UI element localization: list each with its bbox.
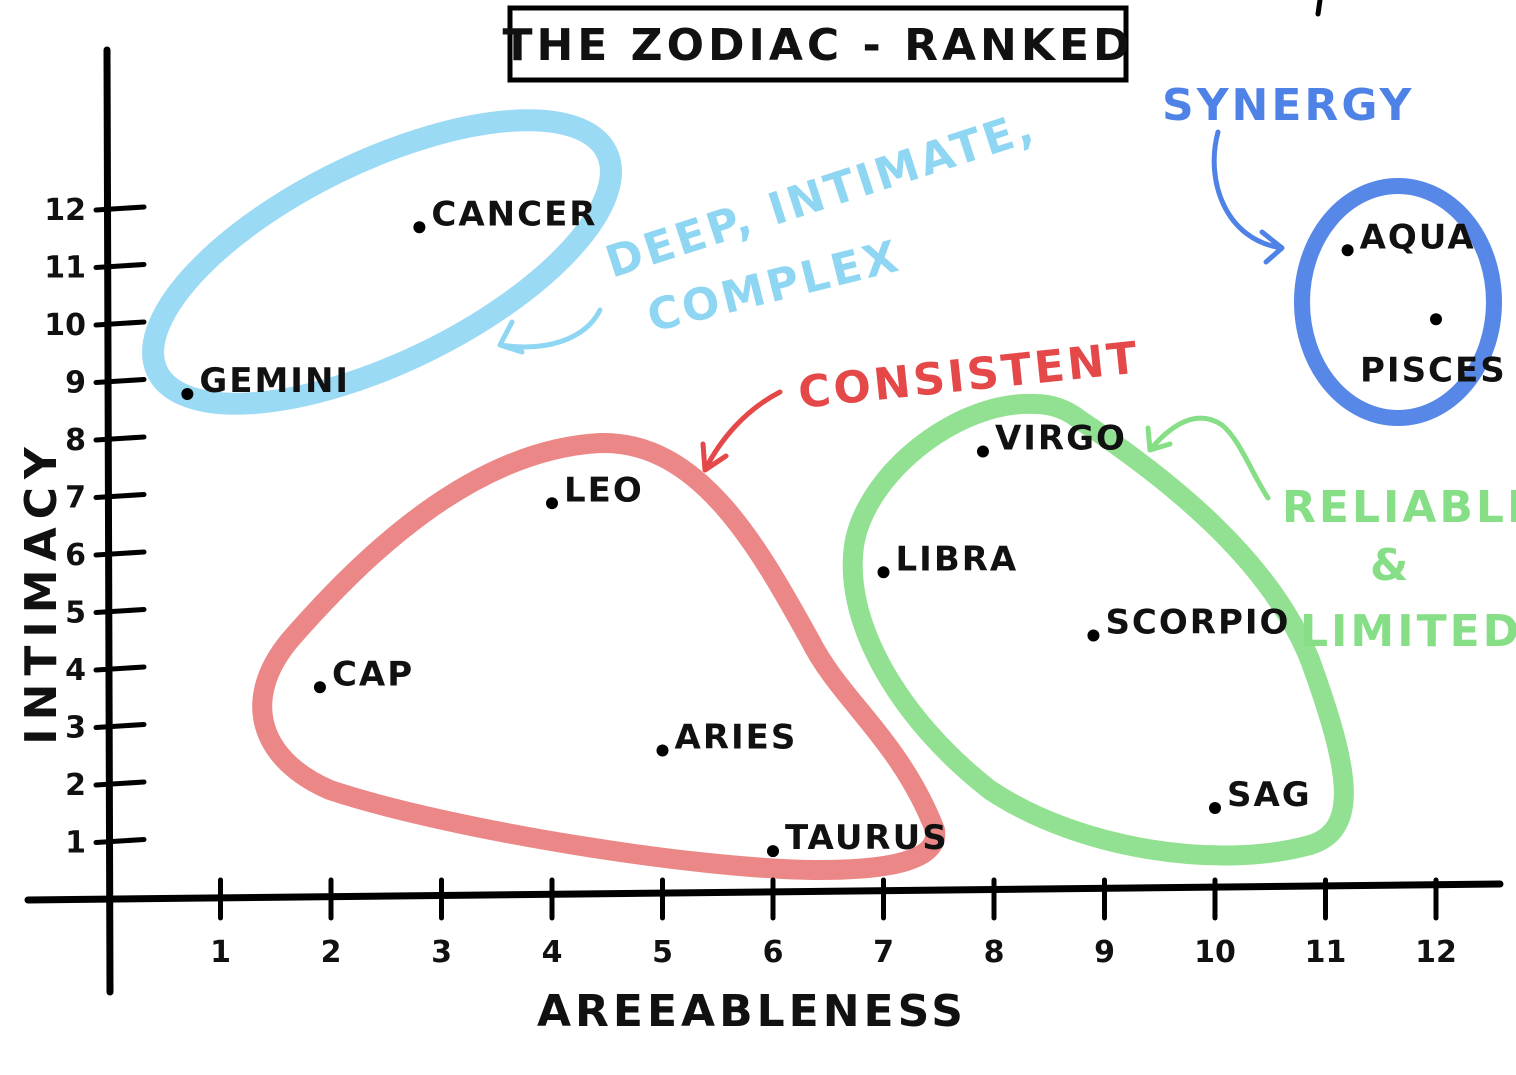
y-tick-10 [93, 319, 147, 328]
y-tick-label-7: 7 [65, 481, 86, 516]
x-tick-label-7: 7 [873, 935, 894, 970]
synergy-annotation: SYNERGY [1162, 80, 1414, 131]
y-tick-label-11: 11 [44, 251, 86, 286]
y-tick-label-5: 5 [65, 596, 86, 631]
y-tick-8 [93, 434, 147, 443]
consistent-group-ring [252, 432, 946, 880]
point-pisces [1430, 313, 1442, 326]
point-virgo [976, 445, 989, 458]
y-tick-label-8: 8 [65, 423, 86, 458]
chart-title: THE ZODIAC - RANKED [502, 20, 1133, 71]
y-tick-label-2: 2 [65, 768, 86, 803]
point-label-gemini: GEMINI [199, 361, 350, 401]
y-tick-9 [93, 377, 147, 385]
reliable-annotation-line-1: RELIABLE [1282, 482, 1516, 533]
y-tick-5 [93, 607, 147, 615]
point-libra [877, 566, 890, 579]
point-cap [313, 681, 326, 694]
point-label-aries: ARIES [675, 718, 798, 758]
data-points: GEMINI CANCER LEO CAP ARIES TAURUS VIRGO LIBRA S… [181, 194, 1507, 858]
point-sag [1209, 802, 1221, 814]
group-rings [142, 109, 1502, 880]
x-axis-label: AREEABLENESS [537, 986, 967, 1037]
reliable-group-ring [842, 393, 1354, 866]
reliable-arrow [1145, 415, 1271, 501]
y-tick-label-6: 6 [65, 538, 86, 573]
y-tick-1 [93, 837, 147, 845]
consistent-arrow [700, 389, 783, 473]
x-tick-label-9: 9 [1094, 935, 1115, 970]
y-axis-label: INTIMACY [16, 439, 67, 745]
y-tick-label-4: 4 [65, 653, 86, 688]
x-tick-label-6: 6 [763, 935, 784, 970]
y-tick-11 [93, 262, 147, 270]
x-tick-label-11: 11 [1305, 935, 1347, 970]
point-taurus [767, 845, 779, 858]
x-tick-label-4: 4 [542, 935, 563, 970]
x-tick-label-12: 12 [1415, 935, 1457, 970]
y-tick-3 [93, 722, 147, 730]
reliable-annotation-line-2: & [1370, 540, 1411, 591]
y-tick-label-3: 3 [65, 711, 86, 746]
point-label-aqua: AQUA [1360, 217, 1476, 257]
y-tick-label-12: 12 [44, 193, 86, 228]
y-tick-2 [93, 779, 147, 788]
deep-arrow [497, 307, 603, 355]
point-label-cap: CAP [332, 654, 414, 694]
stray-mark [1315, 0, 1323, 17]
point-label-leo: LEO [564, 470, 644, 510]
y-tick-label-10: 10 [44, 308, 86, 343]
x-tick-label-8: 8 [984, 935, 1005, 970]
x-tick-label-2: 2 [321, 935, 342, 970]
x-ticks: 1 2 3 4 5 6 7 8 9 10 11 12 [210, 877, 1457, 970]
y-tick-4 [93, 664, 147, 673]
x-tick-label-3: 3 [431, 935, 452, 970]
x-tick-label-1: 1 [210, 935, 231, 970]
title-frame [507, 5, 1129, 83]
title-box: THE ZODIAC - RANKED [502, 5, 1133, 83]
y-tick-label-1: 1 [65, 826, 86, 861]
consistent-annotation: CONSISTENT [796, 332, 1143, 419]
point-leo [546, 497, 558, 510]
point-label-pisces: PISCES [1360, 350, 1507, 390]
y-axis [103, 46, 114, 996]
synergy-group-ring [1294, 178, 1502, 426]
y-tick-7 [93, 492, 147, 500]
point-cancer [413, 221, 426, 234]
y-tick-6 [93, 549, 147, 558]
y-tick-label-9: 9 [65, 366, 86, 401]
point-scorpio [1087, 629, 1100, 642]
point-aries [656, 744, 669, 757]
y-tick-12 [93, 204, 147, 213]
point-label-taurus: TAURUS [785, 818, 949, 858]
x-tick-label-5: 5 [652, 935, 673, 970]
point-gemini [181, 388, 194, 400]
point-label-libra: LIBRA [896, 539, 1019, 579]
deep-group-ring [142, 109, 622, 415]
point-label-scorpio: SCORPIO [1105, 603, 1290, 643]
point-label-sag: SAG [1227, 775, 1312, 815]
point-label-cancer: CANCER [431, 194, 597, 234]
synergy-arrow [1211, 129, 1285, 265]
x-axis [24, 880, 1504, 904]
point-label-virgo: VIRGO [995, 419, 1127, 459]
point-aqua [1341, 244, 1354, 257]
x-tick-label-10: 10 [1194, 935, 1236, 970]
reliable-annotation-line-3: LIMITED [1300, 606, 1516, 657]
